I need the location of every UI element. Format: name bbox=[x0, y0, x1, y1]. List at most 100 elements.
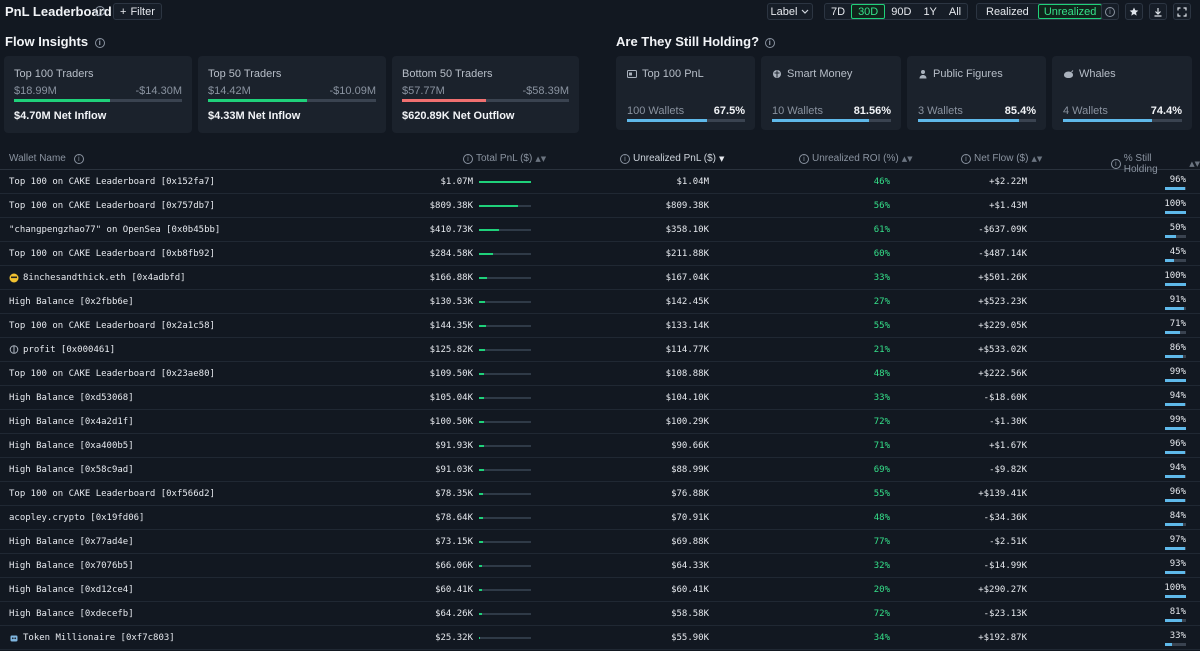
wallet-name[interactable]: Top 100 on CAKE Leaderboard [0x23ae80] bbox=[9, 369, 215, 379]
wallet-name[interactable]: High Balance [0xa400b5] bbox=[9, 441, 134, 451]
table-row[interactable]: acopley.crypto [0x19fd06] $78.64K $70.91K 4… bbox=[0, 506, 1200, 530]
sort-desc-icon: ▼ bbox=[719, 154, 725, 163]
pnl-mode-toggle: Realized Unrealized bbox=[976, 3, 1104, 20]
still-holding: 100% bbox=[1164, 199, 1186, 209]
net-flow: -$637.09K bbox=[978, 225, 1027, 235]
col-unrealized-pnl[interactable]: i Unrealized PnL ($) ▼ bbox=[620, 153, 724, 164]
wallet-name[interactable]: "changpengzhao77" on OpenSea [0x0b45bb] bbox=[9, 225, 220, 235]
wallet-name[interactable]: High Balance [0xd12ce4] bbox=[9, 585, 134, 595]
label-dropdown[interactable]: Label bbox=[767, 3, 813, 20]
tab-90d[interactable]: 90D bbox=[891, 5, 912, 18]
wallet-name[interactable]: Token Millionaire [0xf7c803] bbox=[9, 633, 175, 643]
total-pnl-bar bbox=[479, 445, 531, 447]
wallet-name[interactable]: High Balance [0x2fbb6e] bbox=[9, 297, 134, 307]
wallet-name[interactable]: High Balance [0x4a2d1f] bbox=[9, 417, 134, 427]
wallet-name[interactable]: High Balance [0x7076b5] bbox=[9, 561, 134, 571]
table-row[interactable]: High Balance [0xd53068] $105.04K $104.10K 3… bbox=[0, 386, 1200, 410]
total-pnl: $109.50K bbox=[429, 369, 473, 379]
info-icon[interactable]: i bbox=[94, 37, 105, 48]
wallet-name-text: Token Millionaire [0xf7c803] bbox=[23, 633, 175, 643]
total-pnl: $809.38K bbox=[429, 201, 473, 211]
table-row[interactable]: High Balance [0xdecefb] $64.26K $58.58K 72%… bbox=[0, 602, 1200, 626]
total-pnl-bar bbox=[479, 541, 531, 543]
info-icon[interactable]: i bbox=[764, 37, 775, 48]
table-row[interactable]: High Balance [0x2fbb6e] $130.53K $142.45K 2… bbox=[0, 290, 1200, 314]
still-holding-bar bbox=[1165, 499, 1186, 502]
col-unrealized-roi[interactable]: i Unrealized ROI (%) ▲▼ bbox=[799, 153, 912, 164]
wallet-name-text: High Balance [0x77ad4e] bbox=[9, 537, 134, 547]
unrealized-pnl: $809.38K bbox=[665, 201, 709, 211]
wallet-name[interactable]: High Balance [0x77ad4e] bbox=[9, 537, 134, 547]
total-pnl: $130.53K bbox=[429, 297, 473, 307]
total-pnl-bar bbox=[479, 517, 531, 519]
table-row[interactable]: Top 100 on CAKE Leaderboard [0x757db7] $8… bbox=[0, 194, 1200, 218]
table-row[interactable]: "changpengzhao77" on OpenSea [0x0b45bb] $… bbox=[0, 218, 1200, 242]
mode-unrealized[interactable]: Unrealized bbox=[1037, 4, 1103, 19]
tab-all[interactable]: All bbox=[948, 5, 962, 18]
wallet-name[interactable]: Top 100 on CAKE Leaderboard [0x2a1c58] bbox=[9, 321, 215, 331]
total-pnl: $91.03K bbox=[435, 465, 473, 475]
total-pnl-bar bbox=[479, 613, 531, 615]
table-row[interactable]: High Balance [0x4a2d1f] $100.50K $100.29K 7… bbox=[0, 410, 1200, 434]
wallet-name[interactable]: High Balance [0x58c9ad] bbox=[9, 465, 134, 475]
flow-card-inflow: $57.77M bbox=[402, 85, 445, 97]
info-icon: i bbox=[463, 153, 473, 164]
wallet-name[interactable]: High Balance [0xd53068] bbox=[9, 393, 134, 403]
holding-card-public-figures[interactable]: Public Figures 3 Wallets 85.4% bbox=[907, 56, 1046, 130]
table-row[interactable]: Top 100 on CAKE Leaderboard [0x152fa7] $1… bbox=[0, 170, 1200, 194]
col-still-holding[interactable]: i % Still Holding ▲▼ bbox=[1111, 153, 1200, 175]
unrealized-roi: 55% bbox=[873, 489, 890, 499]
holding-card-title: Smart Money bbox=[787, 68, 853, 80]
holding-card-smart-money[interactable]: Smart Money 10 Wallets 81.56% bbox=[761, 56, 901, 130]
download-icon bbox=[1154, 7, 1162, 17]
table-row[interactable]: Top 100 on CAKE Leaderboard [0xf566d2] $7… bbox=[0, 482, 1200, 506]
table-row[interactable]: High Balance [0xd12ce4] $60.41K $60.41K 20%… bbox=[0, 578, 1200, 602]
expand-button[interactable] bbox=[1173, 3, 1191, 20]
wallet-name-text: profit [0x000461] bbox=[23, 345, 116, 355]
col-total-pnl[interactable]: i Total PnL ($) ▲▼ bbox=[463, 153, 546, 164]
wallet-name[interactable]: profit [0x000461] bbox=[9, 345, 115, 355]
table-row[interactable]: profit [0x000461] $125.82K $114.77K 21% +$53… bbox=[0, 338, 1200, 362]
favorite-button[interactable] bbox=[1125, 3, 1143, 20]
wallet-name[interactable]: Top 100 on CAKE Leaderboard [0x757db7] bbox=[9, 201, 215, 211]
holding-card-wallets: 10 Wallets bbox=[772, 105, 823, 117]
unrealized-roi: 55% bbox=[873, 321, 890, 331]
total-pnl-bar bbox=[479, 397, 531, 399]
table-row[interactable]: High Balance [0xa400b5] $91.93K $90.66K 71%… bbox=[0, 434, 1200, 458]
holding-card-top100[interactable]: Top 100 PnL 100 Wallets 67.5% bbox=[616, 56, 755, 130]
table-row[interactable]: Token Millionaire [0xf7c803] $25.32K $55.9… bbox=[0, 626, 1200, 650]
wallet-name-text: High Balance [0x58c9ad] bbox=[9, 465, 134, 475]
holding-card-whales[interactable]: Whales 4 Wallets 74.4% bbox=[1052, 56, 1192, 130]
wallet-name[interactable]: Top 100 on CAKE Leaderboard [0xb8fb92] bbox=[9, 249, 215, 259]
wallet-name[interactable]: Top 100 on CAKE Leaderboard [0x152fa7] bbox=[9, 177, 215, 187]
total-pnl: $78.64K bbox=[435, 513, 473, 523]
still-holding-bar bbox=[1165, 643, 1186, 646]
tab-1y[interactable]: 1Y bbox=[923, 5, 937, 18]
info-icon[interactable]: i bbox=[95, 6, 105, 16]
sort-icon: ▲▼ bbox=[1189, 160, 1200, 168]
table-row[interactable]: High Balance [0x7076b5] $66.06K $64.33K 32%… bbox=[0, 554, 1200, 578]
unrealized-roi: 33% bbox=[873, 393, 890, 403]
info-button[interactable]: i bbox=[1101, 3, 1119, 20]
unrealized-pnl: $108.88K bbox=[665, 369, 709, 379]
col-wallet-name[interactable]: Wallet Name i bbox=[9, 153, 84, 164]
total-pnl-bar bbox=[479, 421, 531, 423]
table-row[interactable]: 8inchesandthick.eth [0x4adbfd] $166.88K $1… bbox=[0, 266, 1200, 290]
table-row[interactable]: Top 100 on CAKE Leaderboard [0xb8fb92] $2… bbox=[0, 242, 1200, 266]
wallet-name[interactable]: acopley.crypto [0x19fd06] bbox=[9, 513, 144, 523]
wallet-name[interactable]: 8inchesandthick.eth [0x4adbfd] bbox=[9, 273, 186, 283]
mode-realized[interactable]: Realized bbox=[986, 5, 1029, 18]
table-row[interactable]: Top 100 on CAKE Leaderboard [0x2a1c58] $1… bbox=[0, 314, 1200, 338]
download-button[interactable] bbox=[1149, 3, 1167, 20]
tab-30d[interactable]: 30D bbox=[851, 4, 886, 19]
tab-7d[interactable]: 7D bbox=[831, 5, 846, 18]
wallet-name[interactable]: High Balance [0xdecefb] bbox=[9, 609, 134, 619]
flow-card-bottom50: Bottom 50 Traders $57.77M -$58.39M $620.… bbox=[392, 56, 579, 133]
table-row[interactable]: Top 100 on CAKE Leaderboard [0x23ae80] $1… bbox=[0, 362, 1200, 386]
table-row[interactable]: High Balance [0x58c9ad] $91.03K $88.99K 69%… bbox=[0, 458, 1200, 482]
net-flow: -$1.30K bbox=[989, 417, 1027, 427]
wallet-name[interactable]: Top 100 on CAKE Leaderboard [0xf566d2] bbox=[9, 489, 215, 499]
col-net-flow[interactable]: i Net Flow ($) ▲▼ bbox=[961, 153, 1042, 164]
filter-button[interactable]: + Filter bbox=[113, 3, 162, 20]
table-row[interactable]: High Balance [0x77ad4e] $73.15K $69.88K 77%… bbox=[0, 530, 1200, 554]
